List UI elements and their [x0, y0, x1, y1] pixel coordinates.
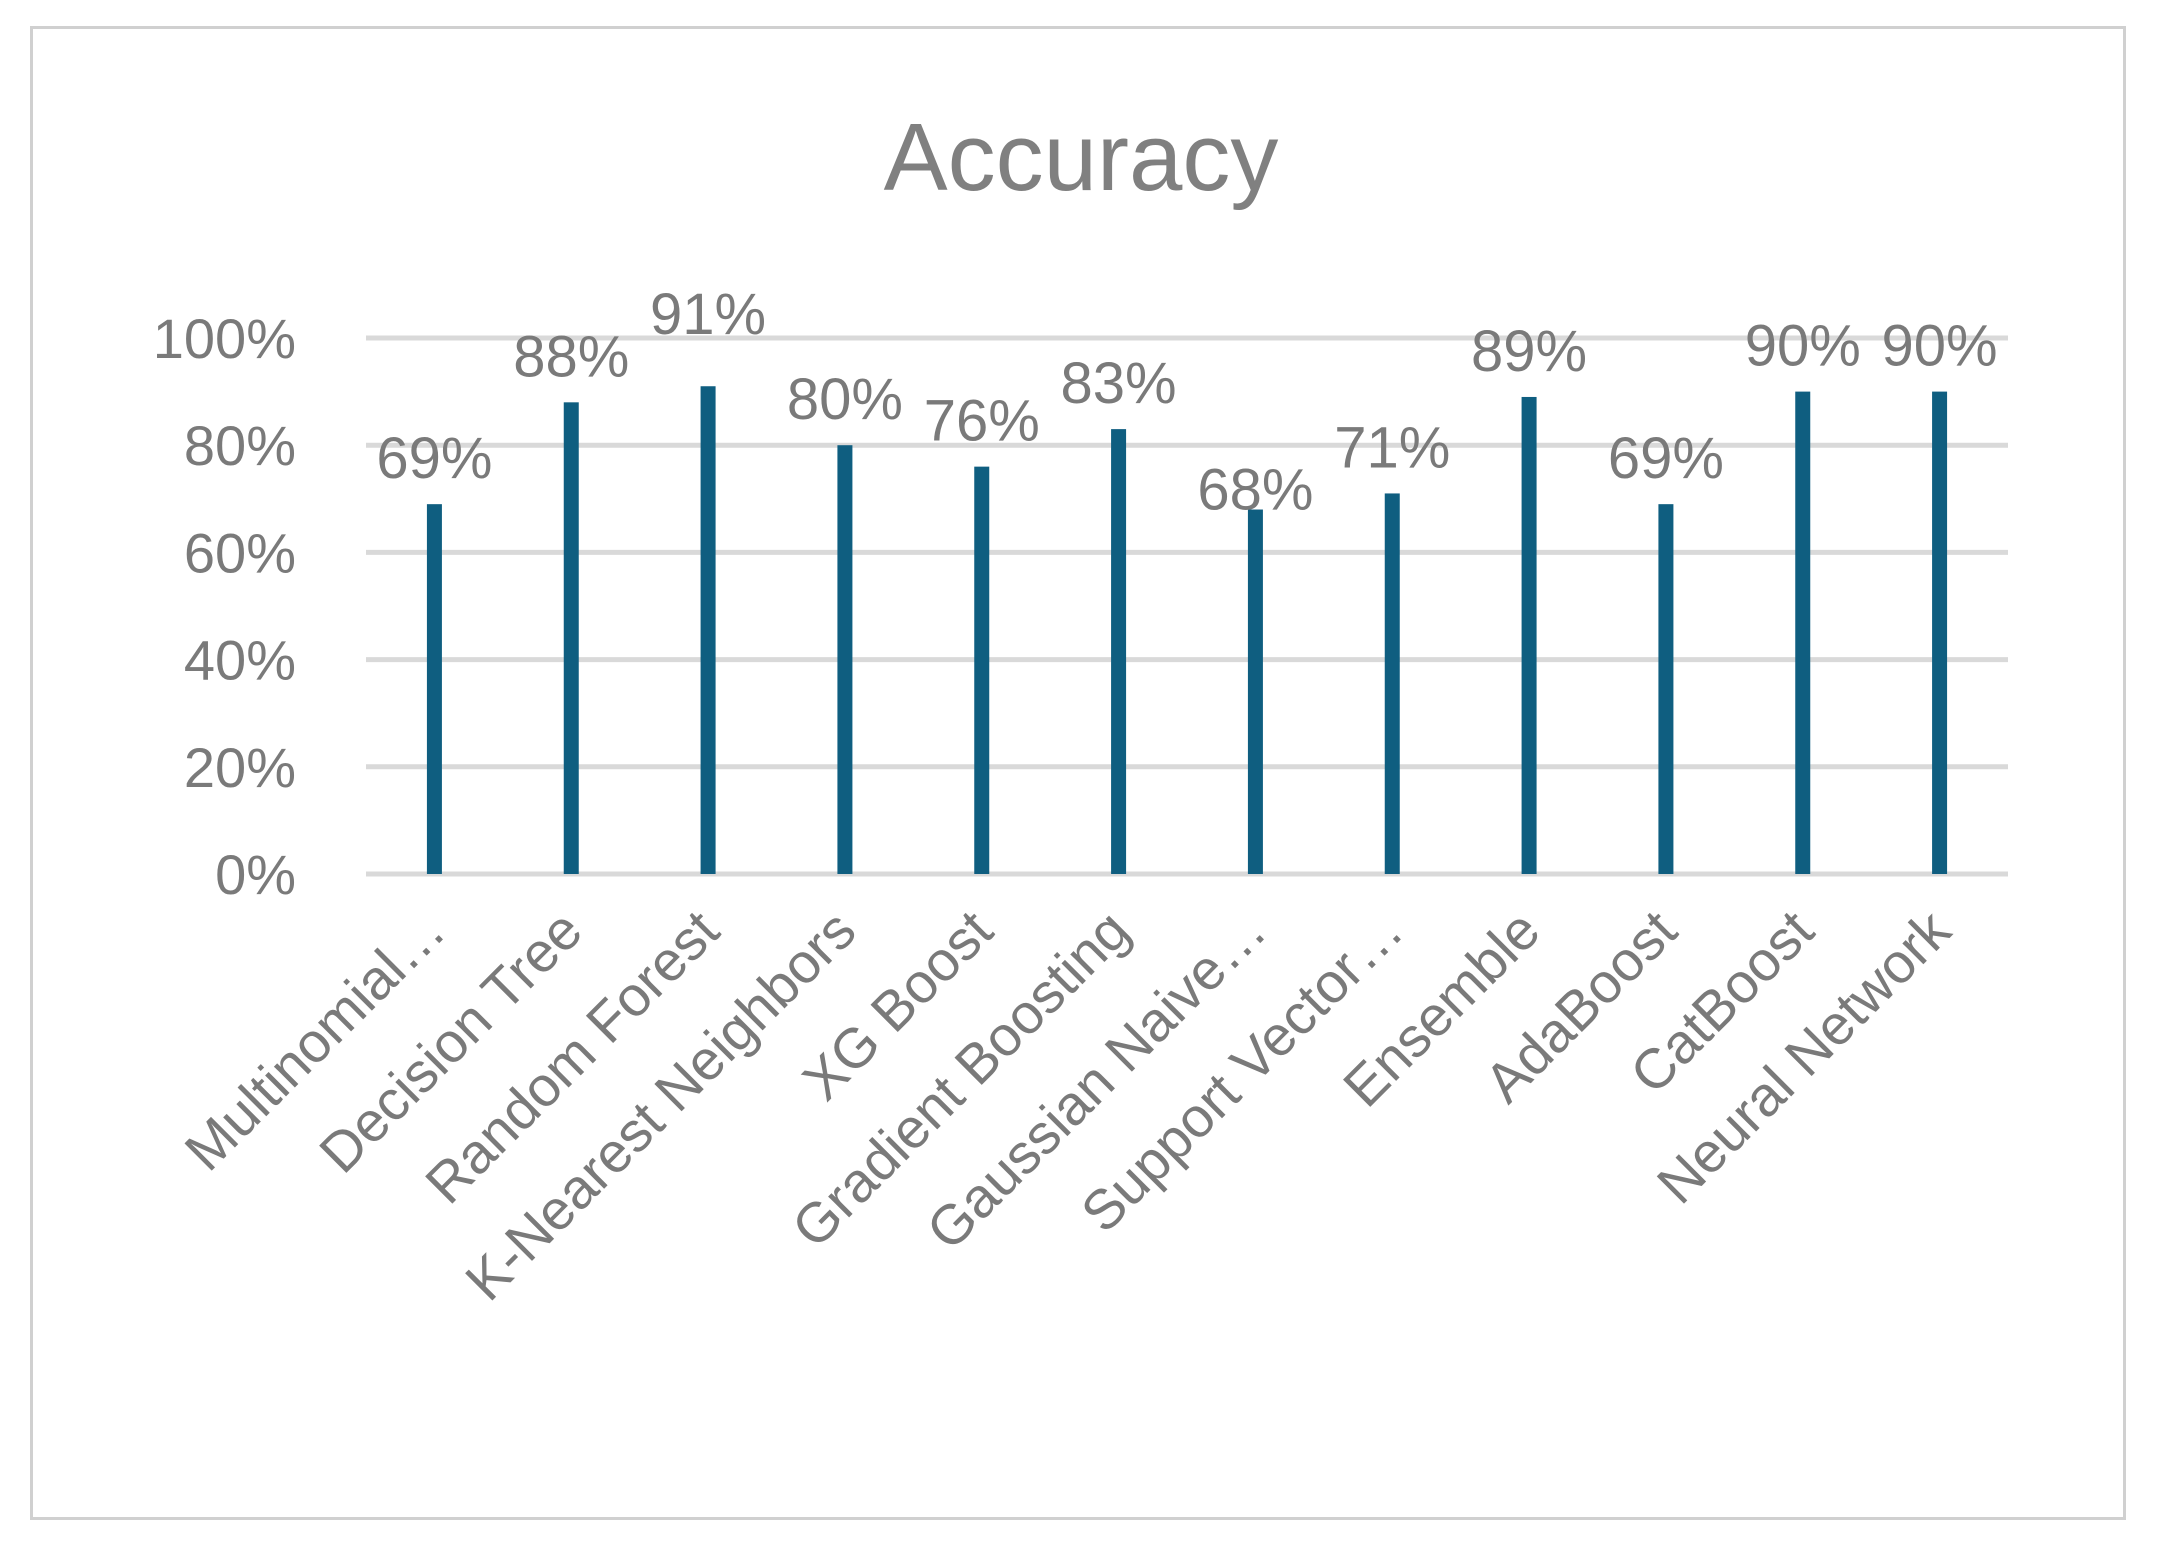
- y-axis-ticks: 0% 20% 40% 60% 80% 100%: [153, 307, 296, 906]
- y-tick-label: 20%: [184, 736, 296, 799]
- bar: [1658, 504, 1674, 874]
- data-label: 76%: [924, 389, 1040, 454]
- bar: [837, 445, 853, 874]
- bar: [700, 386, 716, 874]
- y-tick-label: 0%: [215, 843, 296, 906]
- data-label: 88%: [513, 324, 629, 389]
- bar: [426, 504, 442, 874]
- data-label: 80%: [787, 367, 903, 432]
- bar: [1932, 391, 1948, 874]
- data-label: 71%: [1334, 415, 1450, 480]
- y-tick-label: 60%: [184, 521, 296, 584]
- data-label: 89%: [1471, 319, 1587, 384]
- bars: [426, 386, 1948, 874]
- data-label: 90%: [1882, 314, 1998, 379]
- chart-title: Accuracy: [884, 104, 1279, 211]
- y-tick-label: 100%: [153, 307, 296, 370]
- chart-frame: [30, 26, 2126, 1520]
- bar: [563, 402, 579, 874]
- y-tick-label: 80%: [184, 414, 296, 477]
- bar: [1111, 429, 1127, 874]
- data-label: 83%: [1061, 351, 1177, 416]
- data-label: 69%: [376, 426, 492, 491]
- data-label: 69%: [1608, 426, 1724, 491]
- data-label: 68%: [1197, 458, 1313, 523]
- y-tick-label: 40%: [184, 629, 296, 692]
- bar: [1247, 509, 1263, 874]
- data-label: 90%: [1745, 314, 1861, 379]
- bar: [1521, 396, 1537, 874]
- bar: [974, 466, 990, 874]
- data-label: 91%: [650, 282, 766, 347]
- bar: [1795, 391, 1811, 874]
- data-labels: 69% 88% 91% 80% 76% 83% 68% 71% 89% 69% 90% 90%: [376, 282, 1997, 522]
- bar: [1384, 493, 1400, 874]
- gridlines: [366, 335, 2008, 877]
